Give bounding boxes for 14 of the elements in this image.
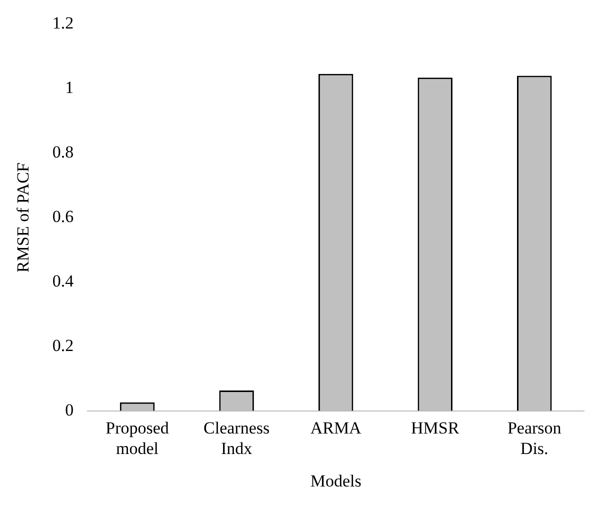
y-tick-label: 1.2 [52, 14, 74, 33]
y-tick-label: 0.6 [52, 206, 74, 226]
y-axis-title: RMSE of PACF [14, 162, 33, 272]
y-tick-label: 0.8 [52, 142, 74, 162]
x-tick-label: Proposed model [106, 418, 170, 458]
y-tick-label: 0.2 [52, 336, 74, 355]
y-tick-label: 0 [65, 400, 74, 420]
x-axis-title: Models [310, 471, 362, 490]
y-tick-label: 0.4 [52, 271, 74, 290]
x-tick-label: Clearness Indx [204, 418, 270, 458]
x-tick-label: Pearson Dis. [507, 418, 562, 458]
y-tick-label: 1 [65, 78, 74, 98]
x-tick-label: HMSR [411, 418, 460, 438]
x-tick-label: ARMA [310, 418, 362, 438]
